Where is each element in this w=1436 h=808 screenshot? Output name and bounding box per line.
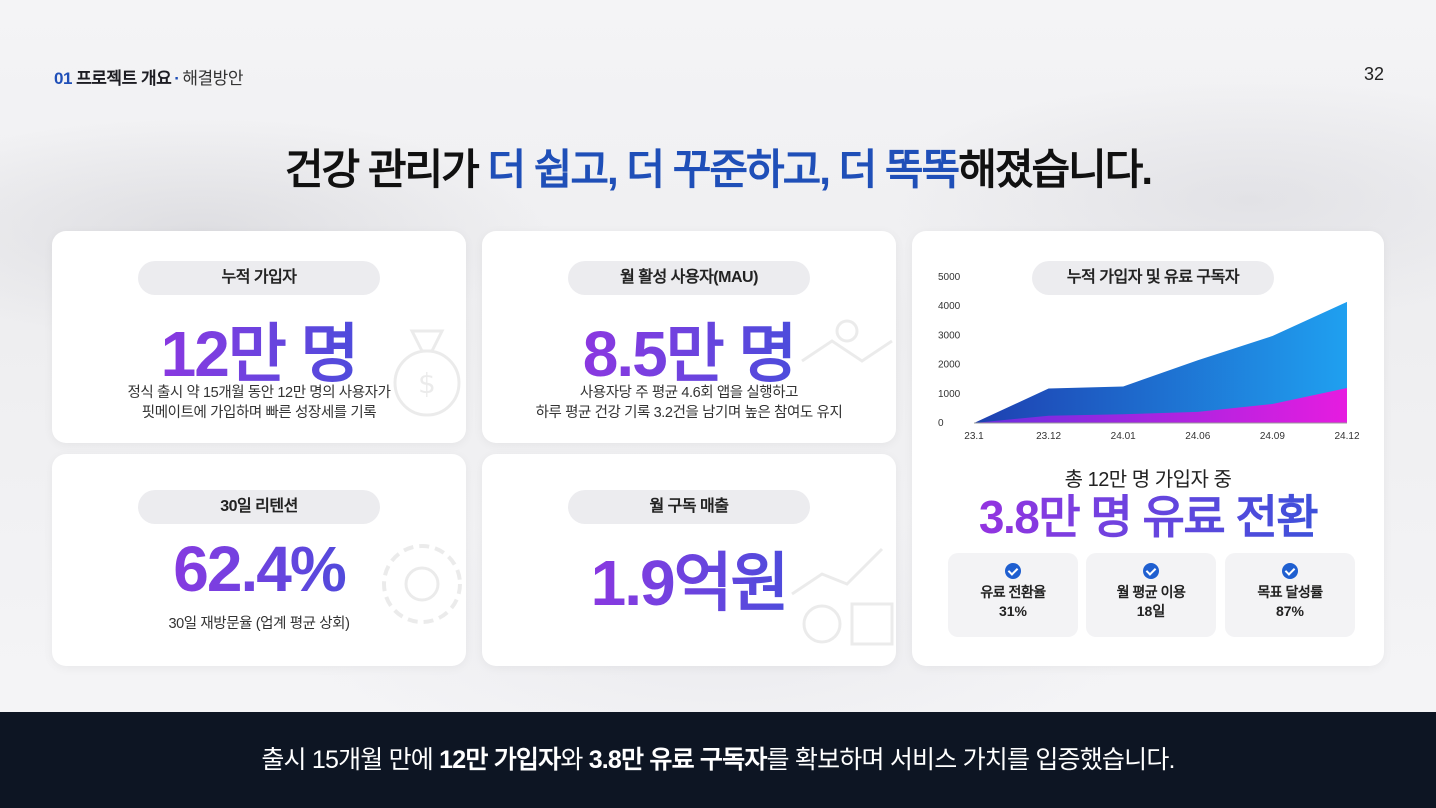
check-icon [1005, 563, 1021, 579]
section-separator: · [174, 69, 180, 88]
page-title: 건강 관리가 더 쉽고, 더 꾸준하고, 더 똑똑해졌습니다. [0, 136, 1436, 197]
footer-bold-2: 3.8만 유료 구독자 [588, 746, 768, 774]
series-area-paid [974, 387, 1347, 423]
stat-label: 목표 달성률 [1257, 584, 1323, 600]
page-number: 32 [1363, 64, 1384, 84]
x-tick-label: 23.12 [1036, 431, 1061, 442]
footer-banner: 출시 15개월 만에 12만 가입자와 3.8만 유료 구독자를 확보하며 서비… [0, 712, 1436, 808]
x-tick-label: 24.06 [1185, 431, 1210, 442]
y-tick-label: 5000 [938, 272, 961, 283]
card-cumulative-users: $ 누적 가입자 12만 명 정식 출시 약 15개월 동안 12만 명의 사용… [52, 231, 466, 443]
revenue-value: 1.9억원 [482, 532, 896, 624]
retention-value: 62.4% [52, 532, 466, 606]
retention-desc: 30일 재방문율 (업계 평균 상회) [168, 616, 350, 632]
x-tick-label: 24.09 [1260, 431, 1285, 442]
coins-chart-icon [791, 547, 894, 646]
card-chart: 누적 가입자 및 유료 구독자 0 1000 2000 3000 4000 5000 23.… [912, 231, 1384, 666]
total-users-line: 총 12만 명 가입자 중 [1064, 469, 1232, 491]
handshake-icon [801, 319, 893, 363]
mau-desc-1: 사용자당 주 평균 4.6회 앱을 실행하고 [579, 385, 799, 401]
stat-label: 월 평균 이용 [1116, 584, 1186, 600]
chart-title: 누적 가입자 및 유료 구독자 [1032, 261, 1274, 295]
mau-value: 8.5만 명 [482, 303, 896, 395]
footer-text-1: 출시 15개월 만에 [261, 746, 440, 774]
check-icon [1282, 563, 1298, 579]
retention-label: 30일 리텐션 [138, 490, 380, 524]
revenue-label: 월 구독 매출 [568, 490, 810, 524]
stat-value: 87% [1275, 603, 1305, 619]
footer-bold-1: 12만 가입자 [439, 746, 561, 774]
y-tick-label: 2000 [938, 360, 961, 371]
card-revenue: 월 구독 매출 1.9억원 [482, 454, 896, 666]
title-highlight: 더 쉽고, 더 꾸준하고, 더 똑똑 [487, 146, 960, 193]
footer-text-2: 와 [560, 746, 589, 774]
gear-icon [382, 544, 462, 624]
stat-goal-rate: 목표 달성률 87% [1225, 553, 1355, 637]
y-tick-label: 1000 [938, 389, 961, 400]
card-mau: 월 활성 사용자(MAU) 8.5만 명 사용자당 주 평균 4.6회 앱을 실… [482, 231, 896, 443]
stat-conversion-rate: 유료 전환율 31% [948, 553, 1078, 637]
stat-value: 18일 [1136, 603, 1166, 619]
money-bag-icon: $ [393, 329, 461, 417]
series-area-subscribers [974, 301, 1347, 423]
title-part1: 건강 관리가 [284, 146, 488, 193]
card-retention: 30일 리텐션 62.4% 30일 재방문율 (업계 평균 상회) [52, 454, 466, 666]
check-icon [1143, 563, 1159, 579]
y-tick-label: 3000 [938, 330, 961, 341]
y-tick-label: 0 [938, 418, 944, 429]
footer-text-3: 를 확보하며 서비스 가치를 입증했습니다. [766, 746, 1176, 774]
svg-text:$: $ [418, 367, 436, 400]
x-tick-label: 23.1 [964, 431, 984, 442]
cumulative-desc-2: 핏메이트에 가입하며 빠른 성장세를 기록 [141, 405, 377, 421]
section-number: 01 [54, 69, 72, 88]
title-part2: 해졌습니다. [958, 146, 1153, 193]
conversion-headline: 3.8만 명 유료 전환 [912, 481, 1384, 547]
stat-label: 유료 전환율 [980, 584, 1046, 600]
cumulative-value: 12만 명 [52, 303, 466, 395]
section-header: 01 프로젝트 개요 · 해결방안 [54, 64, 243, 89]
section-title: 프로젝트 개요 [76, 69, 172, 88]
y-tick-label: 4000 [938, 301, 961, 312]
subsection-title: 해결방안 [182, 69, 243, 88]
mau-label: 월 활성 사용자(MAU) [568, 261, 810, 295]
x-tick-label: 24.12 [1334, 431, 1359, 442]
cumulative-desc-1: 정식 출시 약 15개월 동안 12만 명의 사용자가 [127, 385, 391, 401]
stat-monthly-usage: 월 평균 이용 18일 [1086, 553, 1216, 637]
cumulative-label: 누적 가입자 [138, 261, 380, 295]
x-tick-label: 24.01 [1111, 431, 1136, 442]
stat-value: 31% [998, 603, 1028, 619]
area-chart: 0 1000 2000 3000 4000 5000 23.1 23.12 24.01 24.06… [938, 272, 1360, 442]
mau-desc-2: 하루 평균 건강 기록 3.2건을 남기며 높은 참여도 유지 [535, 405, 843, 421]
